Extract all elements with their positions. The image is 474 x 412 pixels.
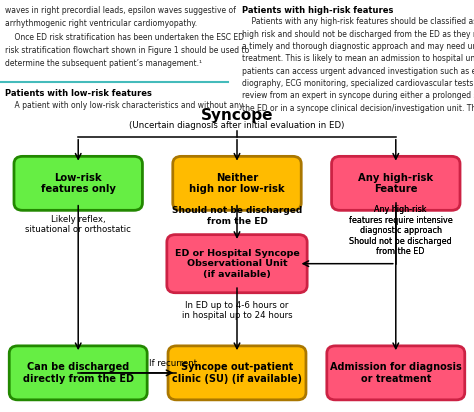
Text: Patients with any high-risk features should be classified as: Patients with any high-risk features sho… bbox=[242, 17, 474, 26]
Text: Any high-risk
features require intensive
diagnostic approach
Should not be disch: Any high-risk features require intensive… bbox=[349, 206, 452, 256]
Text: review from an expert in syncope during either a prolonged stay in: review from an expert in syncope during … bbox=[242, 91, 474, 101]
FancyBboxPatch shape bbox=[331, 157, 460, 210]
Text: Patients with low-risk features: Patients with low-risk features bbox=[5, 89, 152, 98]
Text: Can be discharged
directly from the ED: Can be discharged directly from the ED bbox=[23, 362, 134, 384]
Text: In ED up to 4-6 hours or
in hospital up to 24 hours: In ED up to 4-6 hours or in hospital up … bbox=[182, 300, 292, 320]
Text: If recurrent: If recurrent bbox=[149, 359, 197, 368]
Text: treatment. This is likely to mean an admission to hospital unless: treatment. This is likely to mean an adm… bbox=[242, 54, 474, 63]
Text: Should not be discharged
from the ED: Should not be discharged from the ED bbox=[172, 206, 302, 226]
FancyBboxPatch shape bbox=[173, 157, 301, 210]
Text: determine the subsequent patient’s management.¹: determine the subsequent patient’s manag… bbox=[5, 59, 202, 68]
Text: Low-risk
features only: Low-risk features only bbox=[41, 173, 116, 194]
Text: waves in right precordial leads, epsilon waves suggestive of: waves in right precordial leads, epsilon… bbox=[5, 6, 236, 15]
Text: patients can access urgent advanced investigation such as echocar-: patients can access urgent advanced inve… bbox=[242, 67, 474, 76]
Text: arrhythmogenic right ventricular cardiomyopathy.: arrhythmogenic right ventricular cardiom… bbox=[5, 19, 197, 28]
Text: Patients with high-risk features: Patients with high-risk features bbox=[242, 6, 393, 15]
Text: high risk and should not be discharged from the ED as they require: high risk and should not be discharged f… bbox=[242, 30, 474, 39]
FancyBboxPatch shape bbox=[167, 235, 307, 293]
FancyBboxPatch shape bbox=[14, 157, 142, 210]
Text: Any high-risk
features require intensive
diagnostic approach
Should not be disch: Any high-risk features require intensive… bbox=[349, 206, 452, 256]
Text: Admission for diagnosis
or treatment: Admission for diagnosis or treatment bbox=[330, 362, 462, 384]
Text: diography, ECG monitoring, specialized cardiovascular tests and: diography, ECG monitoring, specialized c… bbox=[242, 79, 474, 88]
Text: Any high-risk
Feature: Any high-risk Feature bbox=[358, 173, 433, 194]
Text: Once ED risk stratification has been undertaken the ESC ED: Once ED risk stratification has been und… bbox=[5, 33, 244, 42]
FancyBboxPatch shape bbox=[327, 346, 465, 400]
Text: (Uncertain diagnosis after initial evaluation in ED): (Uncertain diagnosis after initial evalu… bbox=[129, 121, 345, 130]
Text: Likely reflex,
situational or orthostatic: Likely reflex, situational or orthostati… bbox=[25, 215, 131, 234]
Text: Neither
high nor low-risk: Neither high nor low-risk bbox=[189, 173, 285, 194]
FancyBboxPatch shape bbox=[168, 346, 306, 400]
Text: A patient with only low-risk characteristics and without any: A patient with only low-risk characteris… bbox=[5, 101, 243, 110]
Text: a timely and thorough diagnostic approach and may need urgent: a timely and thorough diagnostic approac… bbox=[242, 42, 474, 51]
Text: ED or Hospital Syncope
Observational Unit
(if available): ED or Hospital Syncope Observational Uni… bbox=[174, 249, 300, 279]
Text: risk stratification flowchart shown in Figure 1 should be used to: risk stratification flowchart shown in F… bbox=[5, 46, 249, 55]
Text: Syncope: Syncope bbox=[201, 108, 273, 123]
Text: Syncope out-patient
clinic (SU) (if available): Syncope out-patient clinic (SU) (if avai… bbox=[172, 362, 302, 384]
FancyBboxPatch shape bbox=[9, 346, 147, 400]
Text: the ED or in a syncope clinical decision/investigation unit. These: the ED or in a syncope clinical decision… bbox=[242, 104, 474, 113]
